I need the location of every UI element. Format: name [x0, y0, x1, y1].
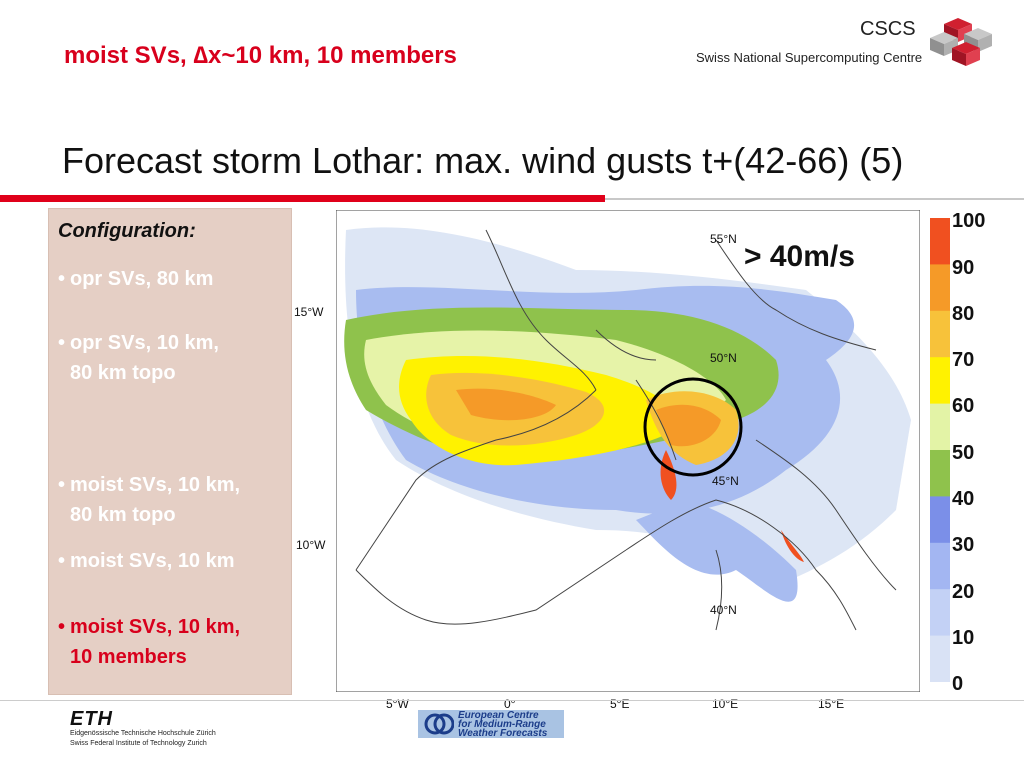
config-item-label: moist SVs, 10 km,: [70, 616, 241, 638]
config-item-label-line2: 80 km topo: [70, 362, 176, 384]
colorbar-segment: [930, 264, 950, 312]
colorbar-segment: [930, 450, 950, 497]
config-item-moist-10km-10members: • moist SVs, 10 km, 10 members: [58, 612, 240, 672]
colorbar-label: 10: [952, 627, 975, 649]
config-item-label: opr SVs, 80 km: [70, 268, 214, 290]
colorbar-label: 90: [952, 257, 975, 279]
colorbar-label: 70: [952, 349, 975, 371]
colorbar-label: 20: [952, 581, 975, 603]
cscs-logo-icon: [930, 18, 992, 66]
config-item-label-line2: 10 members: [70, 646, 187, 668]
highlight-circle: [643, 377, 743, 477]
lat-label-40n: 40°N: [710, 603, 737, 617]
lon-label-15w: 15°W: [294, 305, 324, 319]
colorbar-segment: [930, 357, 950, 405]
title-divider: [0, 195, 605, 202]
footer-divider: [0, 700, 1024, 701]
config-item-label: opr SVs, 10 km,: [70, 332, 219, 354]
colorbar-segment: [930, 589, 950, 637]
ecmwf-line2: for Medium-Range: [458, 719, 546, 730]
configuration-panel: Configuration: • opr SVs, 80 km • opr SVs,…: [48, 208, 292, 695]
config-item-moist-10km-80topo: • moist SVs, 10 km, 80 km topo: [58, 470, 240, 530]
page-title: Forecast storm Lothar: max. wind gusts t…: [62, 140, 904, 181]
map-annotation: > 40m/s: [744, 240, 855, 273]
colorbar-segment: [930, 218, 950, 265]
lat-label-50n: 50°N: [710, 351, 737, 365]
title-divider-grey: [605, 198, 1024, 200]
colorbar-label: 50: [952, 442, 975, 464]
colorbar-segment: [930, 496, 950, 544]
colorbar-label: 100: [952, 210, 986, 232]
slide-subtitle: moist SVs, ∆x~10 km, 10 members: [64, 42, 457, 69]
colorbar-segment: [930, 403, 950, 451]
ecmwf-line3: Weather Forecasts: [458, 728, 548, 739]
eth-name-english: Swiss Federal Institute of Technology Zu…: [70, 740, 207, 747]
config-item-opr-10km-80topo: • opr SVs, 10 km, 80 km topo: [58, 328, 219, 388]
configuration-heading: Configuration:: [58, 220, 196, 242]
colorbar-segment: [930, 635, 950, 682]
colorbar-label: 30: [952, 534, 975, 556]
ecmwf-name: European Centre for Medium-Range Weather…: [458, 710, 548, 739]
lat-label-55n: 55°N: [710, 232, 737, 246]
colorbar-label: 40: [952, 488, 975, 510]
ecmwf-logo: European Centre for Medium-Range Weather…: [418, 710, 564, 739]
colorbar-label: 0: [952, 673, 964, 695]
colorbar-segment: [930, 542, 950, 590]
wind-gust-map: [336, 210, 920, 692]
config-item-label: moist SVs, 10 km: [70, 550, 235, 572]
ecmwf-emblem-icon: [424, 713, 454, 735]
eth-logo: ETH: [70, 708, 113, 730]
ecmwf-line1: European Centre: [458, 710, 539, 721]
lon-label-10w: 10°W: [296, 538, 326, 552]
colorbar-segment: [930, 310, 950, 358]
config-item-moist-10km: • moist SVs, 10 km: [58, 550, 235, 572]
cscs-name: CSCS: [860, 18, 916, 40]
colorbar: [930, 218, 950, 682]
lat-label-45n: 45°N: [712, 474, 739, 488]
config-item-label: moist SVs, 10 km,: [70, 474, 241, 496]
eth-name-german: Eidgenössische Technische Hochschule Zür…: [70, 730, 216, 737]
colorbar-label: 80: [952, 303, 975, 325]
config-item-label-line2: 80 km topo: [70, 504, 176, 526]
colorbar-label: 60: [952, 395, 975, 417]
cscs-full-name: Swiss National Supercomputing Centre: [696, 50, 923, 65]
config-item-opr-80km: • opr SVs, 80 km: [58, 268, 214, 290]
lon-label-0: 0°: [504, 697, 516, 711]
